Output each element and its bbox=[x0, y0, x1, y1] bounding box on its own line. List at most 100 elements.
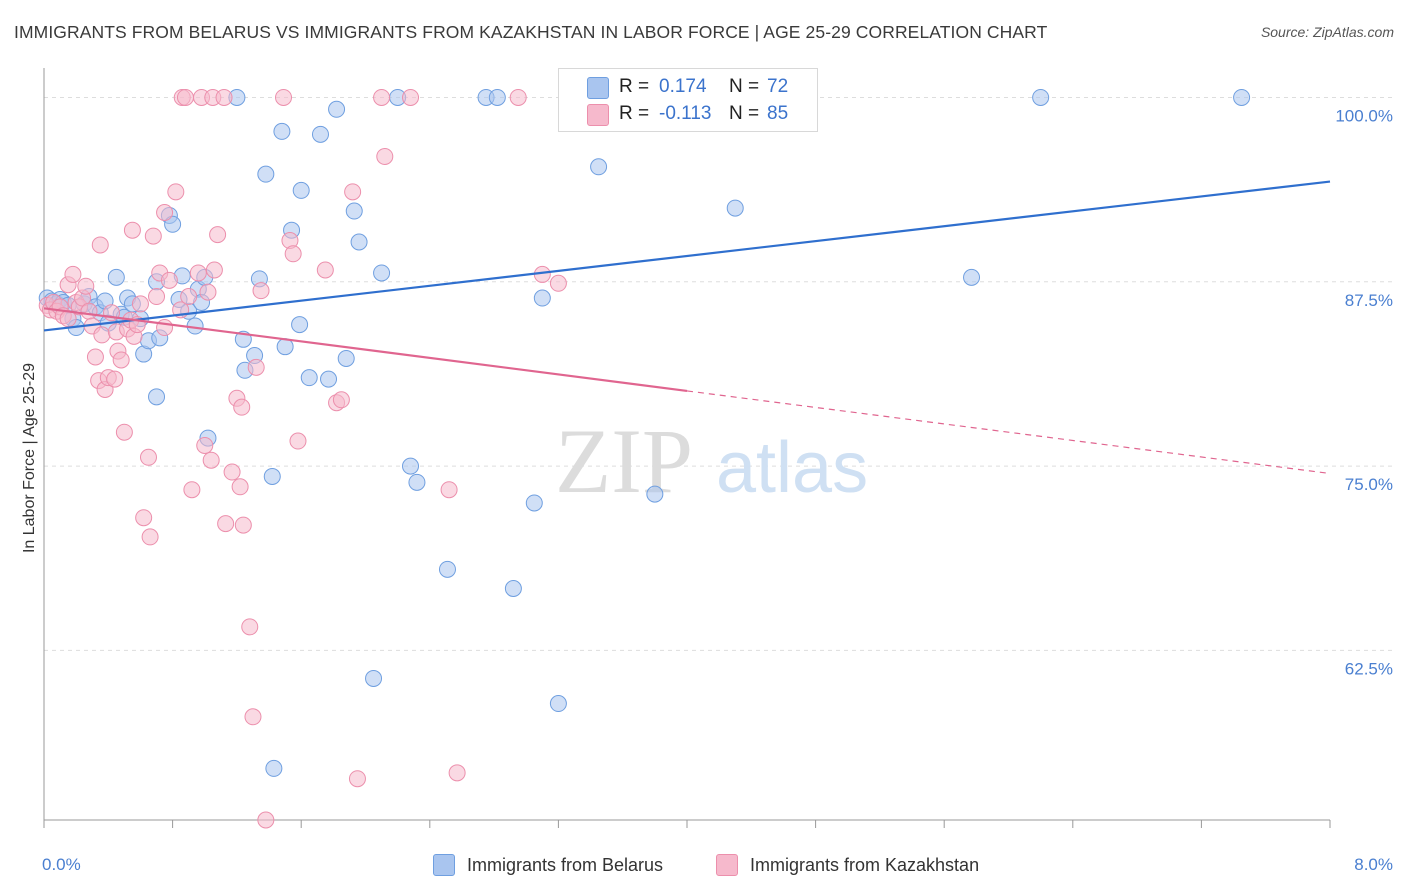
source-label: Source: ZipAtlas.com bbox=[1260, 24, 1394, 40]
series-legend-belarus[interactable]: Immigrants from Belarus bbox=[433, 852, 663, 878]
data-point-belarus bbox=[311, 125, 329, 143]
legend-n-label: N = bbox=[729, 76, 760, 97]
watermark-atlas: atlas bbox=[716, 428, 868, 508]
data-point-kazakhstan bbox=[196, 436, 214, 454]
data-point-kazakhstan bbox=[176, 88, 194, 106]
data-point-belarus bbox=[549, 695, 567, 713]
data-point-kazakhstan bbox=[252, 282, 270, 300]
x-tick-label: 0.0% bbox=[42, 855, 81, 874]
data-point-belarus bbox=[148, 388, 166, 406]
data-point-kazakhstan bbox=[135, 509, 153, 527]
series-label-kazakhstan: Immigrants from Kazakhstan bbox=[750, 854, 980, 875]
legend-n-value: 72 bbox=[767, 76, 789, 97]
y-tick-labels: 100.0% 87.5% 75.0% 62.5% bbox=[1335, 106, 1393, 678]
data-point-kazakhstan bbox=[275, 88, 293, 106]
data-point-kazakhstan bbox=[257, 811, 275, 829]
trend-lines bbox=[43, 180, 1331, 475]
data-point-kazakhstan bbox=[144, 227, 162, 245]
data-point-belarus bbox=[438, 560, 456, 578]
series-legend: Immigrants from Belarus Immigrants from … bbox=[0, 852, 1406, 878]
legend-n-label: N = bbox=[729, 103, 760, 124]
data-point-belarus bbox=[337, 349, 355, 367]
y-tick-label: 75.0% bbox=[1345, 475, 1393, 494]
data-point-kazakhstan bbox=[344, 183, 362, 201]
data-point-kazakhstan bbox=[106, 370, 124, 388]
data-point-belarus bbox=[365, 669, 383, 687]
data-point-kazakhstan bbox=[131, 295, 149, 313]
data-point-kazakhstan bbox=[316, 261, 334, 279]
data-point-kazakhstan bbox=[332, 391, 350, 409]
data-point-belarus bbox=[320, 370, 338, 388]
data-point-belarus bbox=[525, 494, 543, 512]
data-point-kazakhstan bbox=[93, 326, 111, 344]
data-point-kazakhstan bbox=[209, 226, 227, 244]
y-tick-label: 87.5% bbox=[1345, 291, 1393, 310]
chart-title: IMMIGRANTS FROM BELARUS VS IMMIGRANTS FR… bbox=[14, 22, 1048, 42]
data-point-belarus bbox=[963, 268, 981, 286]
correlation-legend: R = 0.174 N = 72 R = -0.113 N = 85 bbox=[558, 68, 818, 132]
data-point-kazakhstan bbox=[402, 88, 420, 106]
series-label-belarus: Immigrants from Belarus bbox=[467, 854, 664, 875]
data-point-belarus bbox=[292, 181, 310, 199]
series-legend-kazakhstan[interactable]: Immigrants from Kazakhstan bbox=[716, 852, 979, 878]
data-point-kazakhstan bbox=[440, 481, 458, 499]
data-point-belarus bbox=[257, 165, 275, 183]
series-swatch-belarus bbox=[433, 854, 455, 876]
data-point-belarus bbox=[488, 88, 506, 106]
trend-line-kazakhstan bbox=[43, 307, 688, 393]
y-tick-label: 100.0% bbox=[1335, 106, 1393, 125]
data-point-kazakhstan bbox=[205, 261, 223, 279]
series-swatch-kazakhstan bbox=[716, 854, 738, 876]
data-point-kazakhstan bbox=[348, 770, 366, 788]
data-point-kazakhstan bbox=[123, 221, 141, 239]
legend-r-label: R = bbox=[619, 103, 650, 124]
data-point-belarus bbox=[373, 264, 391, 282]
data-point-belarus bbox=[300, 369, 318, 387]
y-tick-label: 62.5% bbox=[1345, 659, 1393, 678]
data-point-kazakhstan bbox=[373, 88, 391, 106]
legend-row-kazakhstan: R = -0.113 N = 85 bbox=[619, 101, 788, 127]
data-point-kazakhstan bbox=[284, 245, 302, 263]
legend-swatch-belarus bbox=[587, 77, 609, 99]
data-point-kazakhstan bbox=[233, 398, 251, 416]
data-point-kazakhstan bbox=[148, 288, 166, 306]
watermark-zip: ZIP bbox=[555, 410, 693, 512]
data-point-belarus bbox=[265, 759, 283, 777]
data-point-belarus bbox=[345, 202, 363, 220]
legend-r-label: R = bbox=[619, 76, 650, 97]
data-point-kazakhstan bbox=[80, 302, 98, 320]
y-axis-label: In Labor Force | Age 25-29 bbox=[21, 363, 38, 553]
data-point-kazakhstan bbox=[223, 463, 241, 481]
data-point-belarus bbox=[328, 100, 346, 118]
data-point-kazakhstan bbox=[376, 147, 394, 165]
data-point-kazakhstan bbox=[112, 351, 130, 369]
data-point-belarus bbox=[164, 215, 182, 233]
data-point-kazakhstan bbox=[234, 516, 252, 534]
data-point-kazakhstan bbox=[231, 478, 249, 496]
data-point-kazakhstan bbox=[156, 319, 174, 337]
data-point-belarus bbox=[504, 580, 522, 598]
data-point-kazakhstan bbox=[189, 264, 207, 282]
data-point-kazakhstan bbox=[199, 283, 217, 301]
data-point-kazakhstan bbox=[180, 288, 198, 306]
data-point-kazakhstan bbox=[247, 358, 265, 376]
data-point-belarus bbox=[533, 289, 551, 307]
x-tick-labels: 0.0% 8.0% bbox=[42, 855, 1393, 874]
data-point-belarus bbox=[590, 158, 608, 176]
legend-r-value: 0.174 bbox=[659, 76, 707, 97]
trend-line-extension-kazakhstan bbox=[686, 390, 1331, 475]
data-point-kazakhstan bbox=[91, 236, 109, 254]
trend-line-belarus bbox=[43, 180, 1331, 332]
data-point-kazakhstan bbox=[509, 88, 527, 106]
data-point-belarus bbox=[273, 122, 291, 140]
legend-row-belarus: R = 0.174 N = 72 bbox=[619, 74, 788, 100]
data-point-kazakhstan bbox=[244, 708, 262, 726]
data-point-kazakhstan bbox=[139, 448, 157, 466]
data-point-kazakhstan bbox=[141, 528, 159, 546]
data-point-kazakhstan bbox=[64, 265, 82, 283]
data-point-kazakhstan bbox=[115, 423, 133, 441]
legend-r-value: -0.113 bbox=[659, 103, 712, 124]
data-point-belarus bbox=[1032, 88, 1050, 106]
data-point-kazakhstan bbox=[77, 277, 95, 295]
